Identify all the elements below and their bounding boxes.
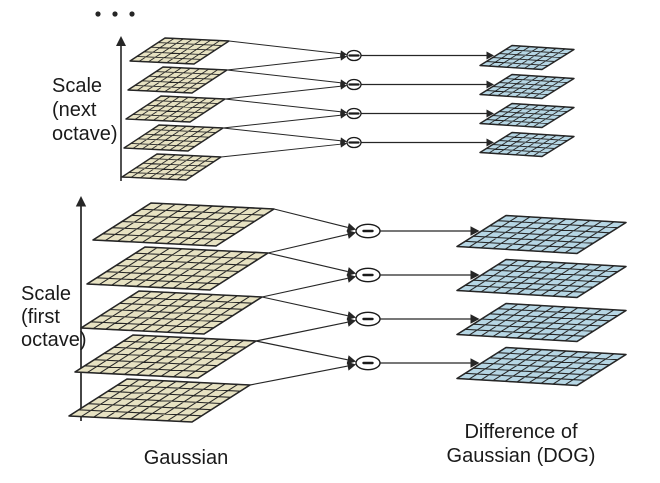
svg-text:Gaussian (DOG): Gaussian (DOG)	[447, 445, 596, 467]
svg-text:(next: (next	[52, 99, 97, 121]
svg-text:Gaussian: Gaussian	[144, 447, 229, 469]
svg-text:Scale: Scale	[21, 283, 71, 305]
svg-text:octave): octave)	[21, 329, 87, 351]
svg-text:Scale: Scale	[52, 75, 102, 97]
svg-text:(first: (first	[21, 306, 60, 328]
svg-text:Difference of: Difference of	[464, 421, 577, 443]
svg-text:octave): octave)	[52, 123, 118, 145]
